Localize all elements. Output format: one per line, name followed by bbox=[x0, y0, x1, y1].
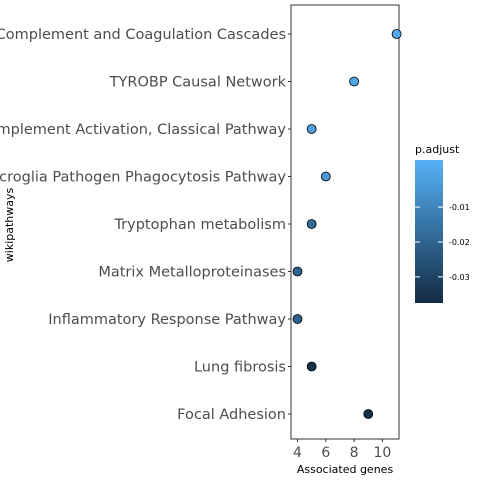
data-point bbox=[306, 361, 317, 372]
data-points bbox=[292, 29, 402, 419]
data-point bbox=[292, 314, 303, 324]
legend-tick-label: -0.01 bbox=[449, 203, 470, 212]
x-tick-label: 6 bbox=[321, 445, 330, 461]
data-point bbox=[391, 29, 402, 39]
y-tick-label: Lung fibrosis bbox=[194, 360, 286, 376]
legend-tick-label: -0.02 bbox=[449, 238, 470, 247]
y-tick-label: Inflammatory Response Pathway bbox=[48, 312, 286, 328]
x-tick-label: 10 bbox=[374, 445, 392, 461]
data-point bbox=[306, 124, 317, 134]
data-point bbox=[306, 219, 317, 229]
x-axis: 4 6 8 10 bbox=[293, 439, 391, 461]
y-tick-label: Complement and Coagulation Cascades bbox=[0, 27, 286, 43]
x-tick-label: 8 bbox=[350, 445, 359, 461]
x-tick-label: 4 bbox=[293, 445, 302, 461]
data-point bbox=[363, 409, 374, 419]
y-tick-label: Microglia Pathogen Phagocytosis Pathway bbox=[0, 170, 286, 186]
legend-tick-label: -0.03 bbox=[449, 273, 470, 282]
y-axis: Complement and Coagulation Cascades TYROB… bbox=[0, 27, 291, 423]
y-axis-title: wikipathways bbox=[3, 188, 16, 263]
data-point bbox=[320, 171, 331, 182]
y-tick-label: Complement Activation, Classical Pathway bbox=[0, 122, 286, 138]
y-tick-label: TYROBP Causal Network bbox=[109, 75, 287, 91]
legend-colorbar bbox=[415, 160, 443, 303]
color-legend: p.adjust -0.01 -0.02 -0.03 bbox=[415, 143, 470, 303]
y-tick-label: Focal Adhesion bbox=[177, 407, 286, 423]
y-tick-label: Matrix Metalloproteinases bbox=[98, 265, 286, 281]
data-point bbox=[292, 266, 303, 277]
y-tick-label: Tryptophan metabolism bbox=[113, 217, 286, 233]
x-axis-title: Associated genes bbox=[297, 463, 394, 476]
data-point bbox=[349, 76, 360, 87]
legend-title: p.adjust bbox=[415, 143, 460, 156]
